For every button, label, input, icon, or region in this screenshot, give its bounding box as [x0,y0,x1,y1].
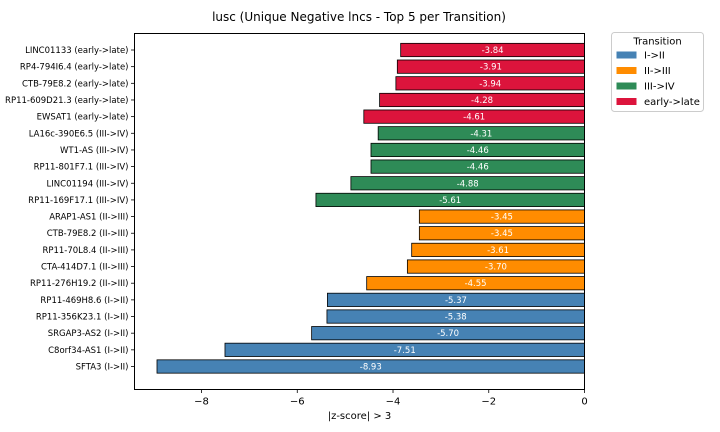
bar-value-label: -4.28 [471,96,493,106]
x-tick-label: −2 [481,397,496,408]
y-tick-label: SFTA3 (I->II) [76,363,129,373]
bar-value-label: -3.45 [491,229,513,239]
y-tick-label: RP11-169F17.1 (III->IV) [28,196,128,206]
y-tick-label: LINC01133 (early->late) [25,46,128,56]
chart-title: lusc (Unique Negative lncs - Top 5 per T… [212,10,506,24]
bar-value-label: -3.84 [482,46,504,56]
y-tick-label: LINC01194 (III->IV) [47,179,129,189]
legend-label: I->II [644,51,665,62]
bar-value-label: -5.70 [437,329,459,339]
x-tick-label: −6 [290,397,305,408]
x-axis-ticks: −8 −6 −4 −2 0 [194,389,588,408]
bar-value-label: -4.61 [463,113,485,123]
y-tick-label: C8orf34-AS1 (I->II) [48,346,128,356]
plot-frame [134,33,585,390]
legend-swatch [616,51,637,59]
y-tick-labels: LINC01133 (early->late) RP4-794I6.4 (earl… [5,46,135,373]
bar-value-label: -5.37 [445,296,467,306]
y-tick-label: LA16c-390E6.5 (III->IV) [29,129,129,139]
bar-value-label: -3.70 [485,263,507,273]
x-tick-label: −8 [194,397,209,408]
bar-value-label: -3.94 [479,79,501,89]
legend-title: Transition [632,37,681,48]
bar-value-label: -3.61 [487,246,509,256]
y-tick-label: RP11-609D21.3 (early->late) [5,96,128,106]
bar-value-label: -3.91 [480,63,502,73]
bar-value-label: -8.93 [360,363,382,373]
y-tick-label: RP4-794I6.4 (early->late) [20,63,129,73]
legend-label: III->IV [644,82,675,93]
y-tick-label: RP11-801F7.1 (III->IV) [34,163,129,173]
x-tick-label: −4 [386,397,401,408]
bar-value-label: -4.46 [467,146,489,156]
y-tick-label: RP11-469H8.6 (I->II) [40,296,128,306]
y-tick-label: CTB-79E8.2 (early->late) [22,79,129,89]
x-tick-label: 0 [581,397,587,408]
legend: Transition I->II II->III III->IV early->lat… [611,32,704,112]
legend-swatch [616,82,637,90]
y-tick-label: RP11-356K23.1 (I->II) [36,313,129,323]
bar-value-label: -7.51 [394,346,416,356]
legend-label: early->late [644,97,700,108]
x-axis-label: |z-score| > 3 [328,411,392,422]
y-tick-label: RP11-70L8.4 (II->III) [42,246,128,256]
y-tick-label: CTA-414D7.1 (II->III) [41,263,129,273]
legend-swatch [616,67,637,74]
bar-value-label: -4.31 [470,129,492,139]
bar-value-label: -4.88 [457,179,479,189]
bar-value-labels: -3.84 -3.91 -3.94 -4.28 -4.61 -4.31 -4.46 -4.46… [360,46,513,373]
bars-layer [156,42,585,374]
y-tick-label: SRGAP3-AS2 (I->II) [48,329,129,339]
bar-value-label: -4.46 [467,163,489,173]
bar-value-label: -5.61 [439,196,461,206]
bar-value-label: -4.55 [465,279,487,289]
legend-swatch [616,98,637,105]
legend-label: II->III [644,66,671,77]
y-tick-label: EWSAT1 (early->late) [37,113,129,123]
y-tick-label: ARAP1-AS1 (II->III) [49,213,128,223]
y-tick-label: CTB-79E8.2 (II->III) [47,229,129,239]
bar-value-label: -3.45 [491,213,513,223]
bar-value-label: -5.38 [445,313,467,323]
y-tick-label: RP11-276H19.2 (II->III) [30,279,129,289]
y-tick-label: WT1-AS (III->IV) [60,146,128,156]
legend-entries: I->II II->III III->IV early->late [616,51,700,108]
